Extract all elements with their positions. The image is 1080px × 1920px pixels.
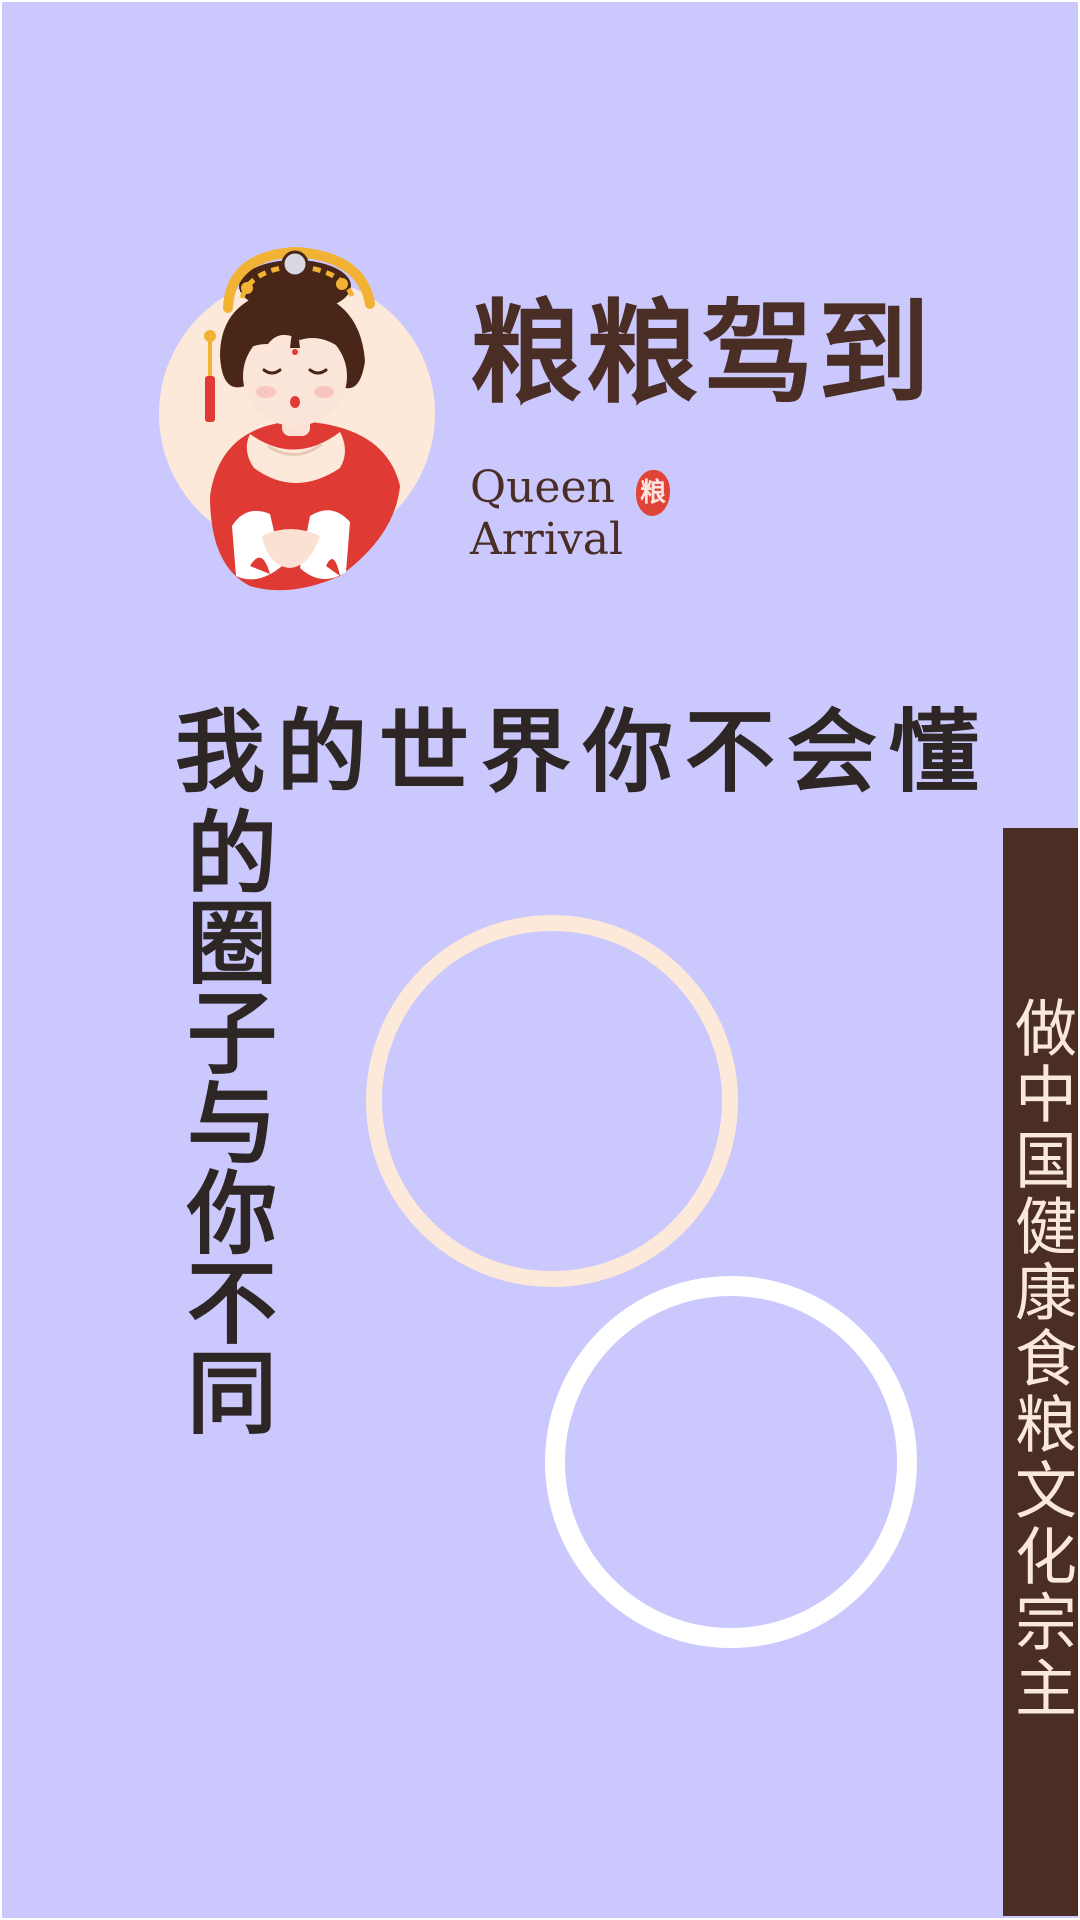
slogan-text: 做中国健康食粮文化宗主 bbox=[1004, 996, 1077, 1722]
queen-mascot-icon bbox=[159, 246, 435, 591]
cream-ring bbox=[366, 915, 738, 1287]
slogan-banner: 做中国健康食粮文化宗主 bbox=[1003, 828, 1078, 1916]
white-ring bbox=[545, 1276, 917, 1648]
brand-english-line2: Arrival bbox=[470, 514, 624, 565]
red-seal-icon: 粮 bbox=[636, 470, 670, 516]
brand-english-line1: Queen bbox=[470, 462, 615, 513]
brand-title: 粮粮驾到 bbox=[470, 289, 934, 419]
brand-english-name: Queen Arrival bbox=[470, 462, 623, 566]
headline-line: 我的世界你不会懂 bbox=[175, 699, 991, 805]
seal-character: 粮 bbox=[639, 478, 666, 508]
headline-column: 的圈子与你不同 bbox=[171, 806, 277, 1436]
